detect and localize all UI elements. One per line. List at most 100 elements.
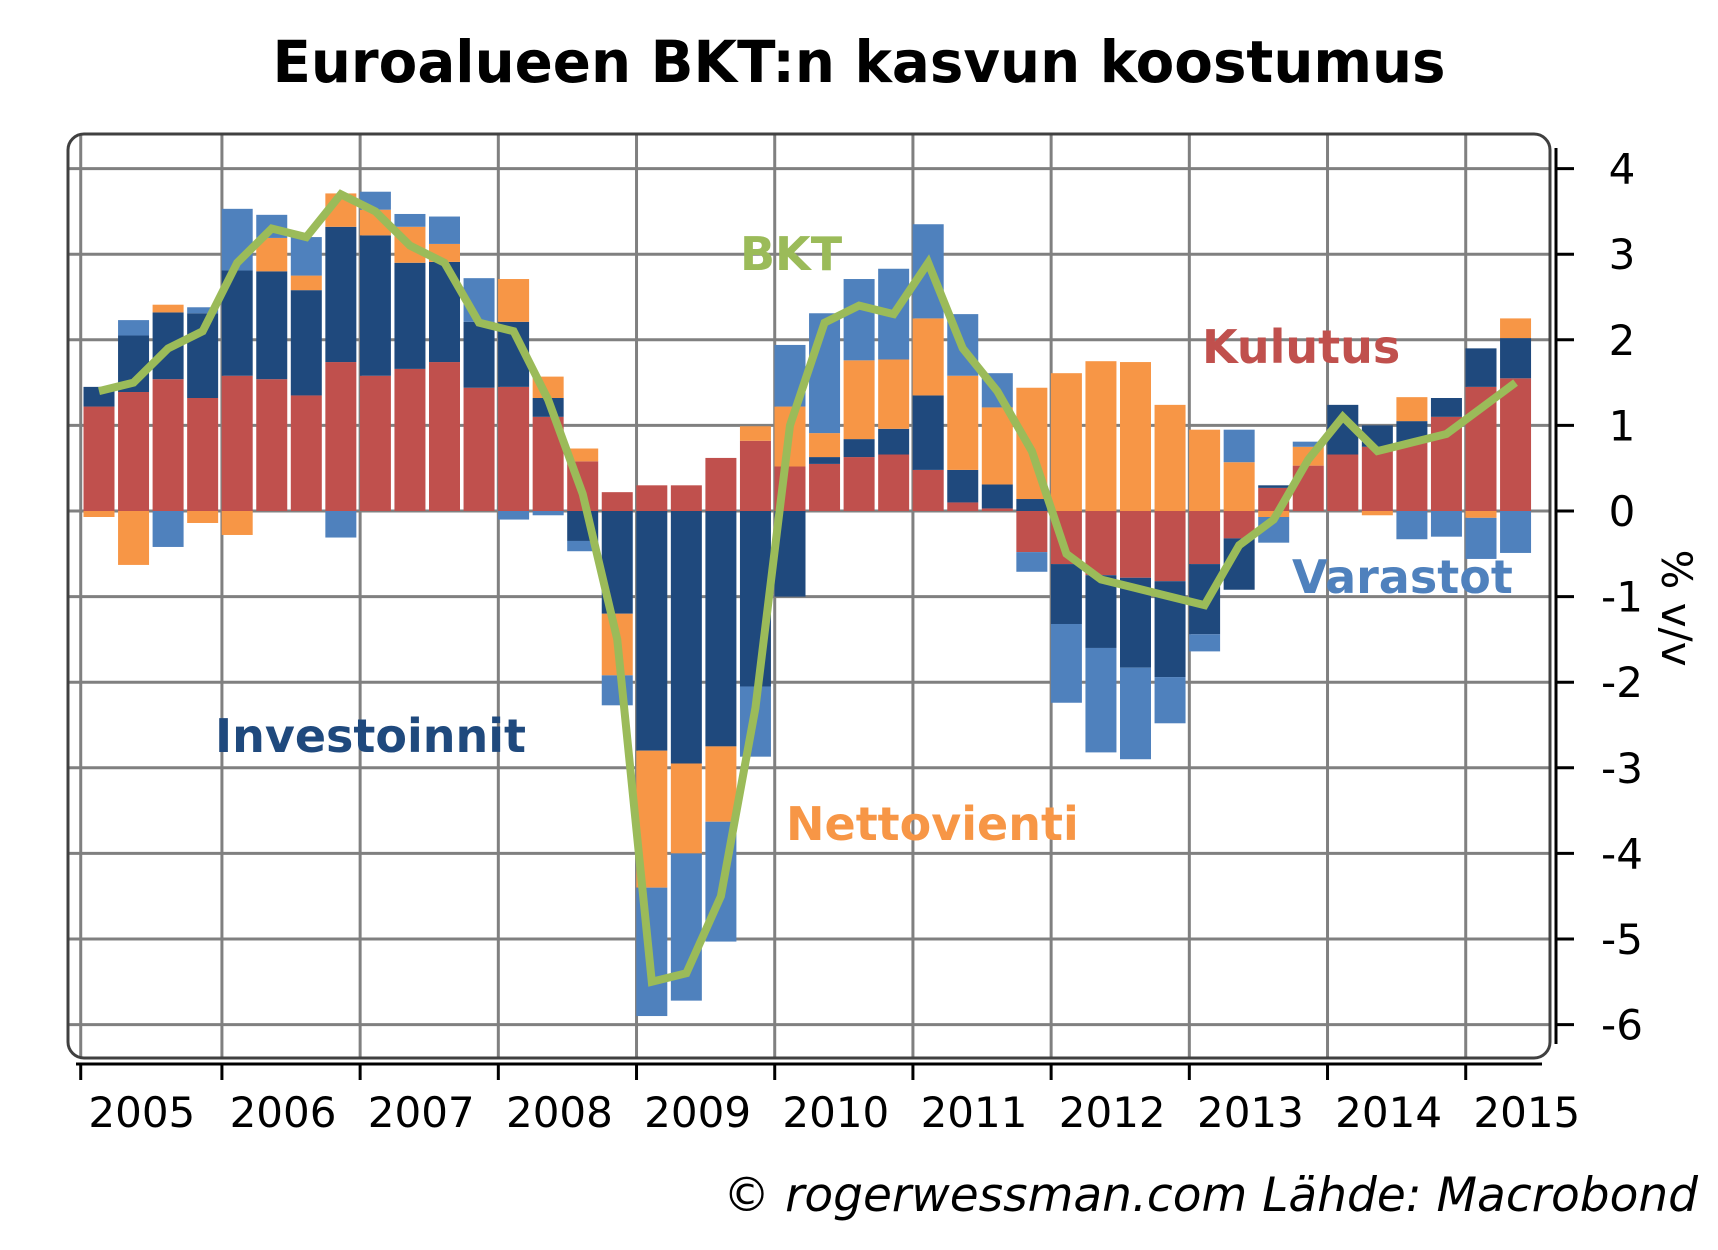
bar-nettovienti-2006Q1: [221, 511, 253, 535]
annotation-varastot: Varastot: [1292, 550, 1513, 604]
bar-varastot-2015Q2: [1500, 511, 1532, 553]
bar-kulutus-2007Q3: [429, 362, 460, 511]
y-axis-label: % v/v: [1652, 549, 1701, 666]
bar-kulutus-2010Q3: [843, 457, 875, 511]
bar-investoinnit-2010Q3: [843, 439, 875, 458]
bar-investoinnit-2006Q3: [290, 290, 322, 396]
bar-varastot-2012Q4: [1154, 677, 1186, 724]
bar-kulutus-2012Q4: [1154, 511, 1186, 582]
plot-frame: [66, 132, 1552, 1060]
bar-kulutus-2009Q2: [670, 485, 702, 511]
y-tick-label: -2: [1601, 658, 1643, 707]
x-tick-label: 2006: [230, 1088, 337, 1137]
y-tick-label: -4: [1601, 829, 1643, 878]
plot-border: [66, 132, 1552, 1060]
bar-kulutus-2006Q3: [290, 395, 322, 511]
bar-kulutus-2007Q4: [463, 387, 495, 511]
bar-kulutus-2006Q1: [221, 375, 253, 511]
bar-investoinnit-2015Q2: [1500, 338, 1532, 379]
bar-investoinnit-2007Q2: [394, 262, 426, 369]
bar-kulutus-2012Q2: [1085, 511, 1117, 576]
bar-varastot-2014Q3: [1396, 511, 1428, 540]
x-tick-label: 2010: [782, 1088, 889, 1137]
bar-nettovienti-2012Q2: [1085, 361, 1117, 511]
x-tick-label: 2007: [368, 1088, 475, 1137]
x-tick-label: 2013: [1197, 1088, 1304, 1137]
bar-varastot-2015Q1: [1465, 517, 1497, 559]
bar-kulutus-2005Q3: [152, 379, 184, 511]
bar-kulutus-2008Q1: [498, 386, 530, 511]
x-tick-label: 2011: [921, 1088, 1028, 1137]
bar-nettovienti-2015Q2: [1500, 318, 1532, 339]
bar-nettovienti-2008Q3: [567, 448, 599, 462]
bar-kulutus-2011Q4: [1016, 511, 1048, 553]
bar-nettovienti-2012Q3: [1120, 362, 1151, 511]
bar-investoinnit-2010Q4: [878, 428, 910, 455]
bar-varastot-2006Q4: [325, 511, 357, 538]
bar-kulutus-2009Q4: [739, 440, 771, 511]
bar-investoinnit-2010Q2: [809, 457, 841, 464]
bar-varastot-2014Q4: [1430, 511, 1462, 537]
bar-investoinnit-2012Q2: [1085, 575, 1117, 648]
bar-varastot-2007Q2: [394, 213, 426, 227]
bar-nettovienti-2011Q3: [981, 407, 1013, 485]
bar-varastot-2005Q4: [187, 307, 219, 314]
x-axis: 2005 2006 2007 2008 2009 2010 2011 2012 2013 2014…: [76, 1062, 1580, 1137]
bar-kulutus-2011Q1: [912, 469, 944, 511]
bar-varastot-2006Q3: [290, 237, 322, 276]
bar-kulutus-2006Q4: [325, 362, 357, 511]
bar-nettovienti-2009Q2: [670, 763, 702, 854]
bar-investoinnit-2011Q2: [947, 469, 979, 503]
bar-kulutus-2008Q4: [601, 492, 633, 511]
bar-kulutus-2005Q4: [187, 398, 219, 511]
annotation-kulutus: Kulutus: [1202, 320, 1400, 374]
bar-nettovienti-2005Q3: [152, 304, 184, 313]
bar-investoinnit-2007Q1: [359, 235, 391, 376]
y-tick-label: -5: [1601, 915, 1643, 964]
bar-varastot-2008Q2: [532, 511, 564, 516]
bar-kulutus-2011Q2: [947, 502, 979, 511]
bar-nettovienti-2012Q1: [1050, 373, 1082, 511]
series-annotations: BKT Kulutus Varastot Investoinnit Nettovient…: [215, 227, 1513, 851]
bar-nettovienti-2009Q3: [705, 746, 737, 822]
bar-investoinnit-2007Q4: [463, 321, 495, 388]
bar-nettovienti-2008Q1: [498, 279, 530, 322]
bar-kulutus-2009Q3: [705, 457, 737, 511]
bar-kulutus-2015Q2: [1500, 378, 1532, 511]
footer-credit: © rogerwessman.com Lähde: Macrobond: [723, 1168, 1698, 1223]
bar-kulutus-2010Q2: [809, 463, 841, 511]
y-tick-label: -6: [1601, 1001, 1643, 1050]
bar-kulutus-2014Q1: [1327, 454, 1359, 511]
bar-investoinnit-2009Q2: [670, 511, 702, 764]
bar-nettovienti-2010Q4: [878, 359, 910, 429]
bar-investoinnit-2006Q2: [256, 271, 288, 380]
bar-kulutus-2010Q4: [878, 454, 910, 511]
y-tick-label: 3: [1609, 230, 1636, 279]
bar-varastot-2013Q1: [1189, 634, 1221, 652]
x-tick-label: 2008: [506, 1088, 613, 1137]
bar-kulutus-2012Q3: [1120, 511, 1151, 578]
bars: [83, 191, 1532, 1017]
bar-varastot-2005Q2: [118, 320, 150, 336]
bar-varastot-2008Q3: [567, 540, 599, 552]
bar-nettovienti-2006Q3: [290, 275, 322, 291]
bar-nettovienti-2005Q4: [187, 511, 219, 523]
bar-investoinnit-2011Q1: [912, 395, 944, 470]
bar-kulutus-2014Q3: [1396, 442, 1428, 511]
bar-kulutus-2011Q3: [981, 508, 1013, 511]
bar-investoinnit-2011Q4: [1016, 499, 1048, 511]
bar-nettovienti-2011Q2: [947, 375, 979, 470]
bar-varastot-2011Q4: [1016, 552, 1048, 572]
bar-kulutus-2006Q2: [256, 379, 288, 511]
bar-nettovienti-2013Q2: [1223, 462, 1255, 511]
y-tick-label: -3: [1601, 744, 1643, 793]
bar-investoinnit-2012Q1: [1050, 564, 1082, 624]
bar-varastot-2013Q2: [1223, 429, 1255, 463]
annotation-bkt: BKT: [740, 227, 843, 281]
bar-varastot-2012Q3: [1120, 667, 1151, 760]
bar-nettovienti-2010Q3: [843, 360, 875, 440]
annotation-nettovienti: Nettovienti: [786, 797, 1079, 851]
y-tick-label: 4: [1609, 145, 1636, 194]
bkt-line-group: [98, 189, 1518, 987]
